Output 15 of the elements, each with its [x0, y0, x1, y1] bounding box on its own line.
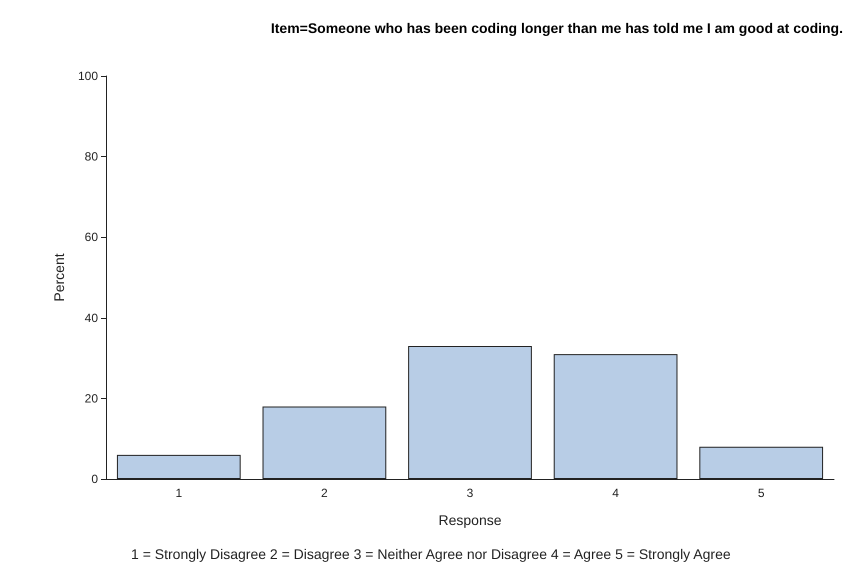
y-axis-title: Percent: [51, 253, 67, 302]
text: 1 = Strongly Disagree 2 = Disagree 3 = Neither Agree nor Disagree 4 = Agree 5 = Strongly Agree: [131, 546, 731, 562]
y-tick-label: 80: [84, 150, 98, 164]
x-tick-label: 2: [321, 486, 328, 500]
y-tick-label: 60: [84, 230, 98, 244]
y-tick-label: 0: [91, 472, 98, 486]
x-tick-label: 5: [758, 486, 765, 500]
y-tick-label: 40: [84, 310, 98, 325]
chart-title: Item=Someone who has been coding longer than me has told me I am good at coding.: [270, 20, 844, 36]
y-tick-label: 100: [78, 69, 98, 83]
y-tick-label: 20: [84, 391, 98, 406]
x-axis-title: Response: [438, 512, 502, 528]
x-tick-label: 4: [612, 486, 620, 500]
x-tick-label: 3: [466, 486, 474, 500]
x-tick-label: 1: [175, 486, 182, 500]
